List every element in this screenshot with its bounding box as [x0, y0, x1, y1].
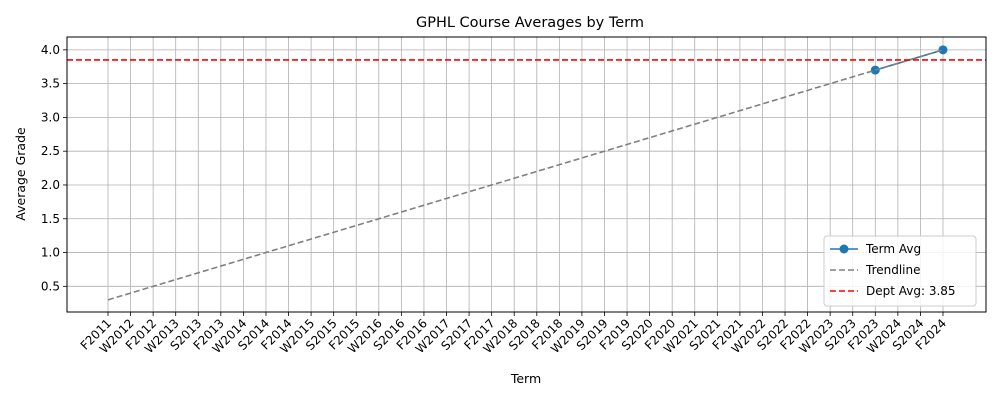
term-avg-point	[938, 45, 948, 55]
y-tick-label: 2.0	[41, 178, 60, 192]
y-axis-label: Average Grade	[13, 127, 28, 221]
y-axis-ticks: 0.5 1.0 1.5 2.0 2.5 3.0 3.5 4.0	[41, 43, 67, 293]
legend-box	[823, 235, 977, 307]
legend: Term Avg Trendline Dept Avg: 3.85	[823, 235, 977, 307]
y-tick-label: 1.0	[41, 246, 60, 260]
y-tick-label: 2.5	[41, 144, 60, 158]
y-tick-label: 3.5	[41, 77, 60, 91]
y-tick-label: 0.5	[41, 279, 60, 293]
x-axis-ticks: F2011W2012F2012W2013S2013F2013W2014S2014…	[78, 312, 949, 356]
x-axis-label: Term	[510, 371, 541, 386]
legend-label: Dept Avg: 3.85	[866, 284, 956, 298]
y-tick-label: 1.5	[41, 212, 60, 226]
y-tick-label: 4.0	[41, 43, 60, 57]
y-tick-label: 3.0	[41, 110, 60, 124]
legend-marker-term-avg	[839, 244, 849, 254]
term-avg-point	[870, 65, 880, 75]
legend-label: Trendline	[865, 263, 921, 277]
plot-frame	[66, 36, 987, 313]
trendline	[107, 49, 944, 301]
legend-label: Term Avg	[865, 242, 921, 256]
chart-title: GPHL Course Averages by Term	[416, 15, 644, 31]
series-layer	[67, 45, 986, 301]
